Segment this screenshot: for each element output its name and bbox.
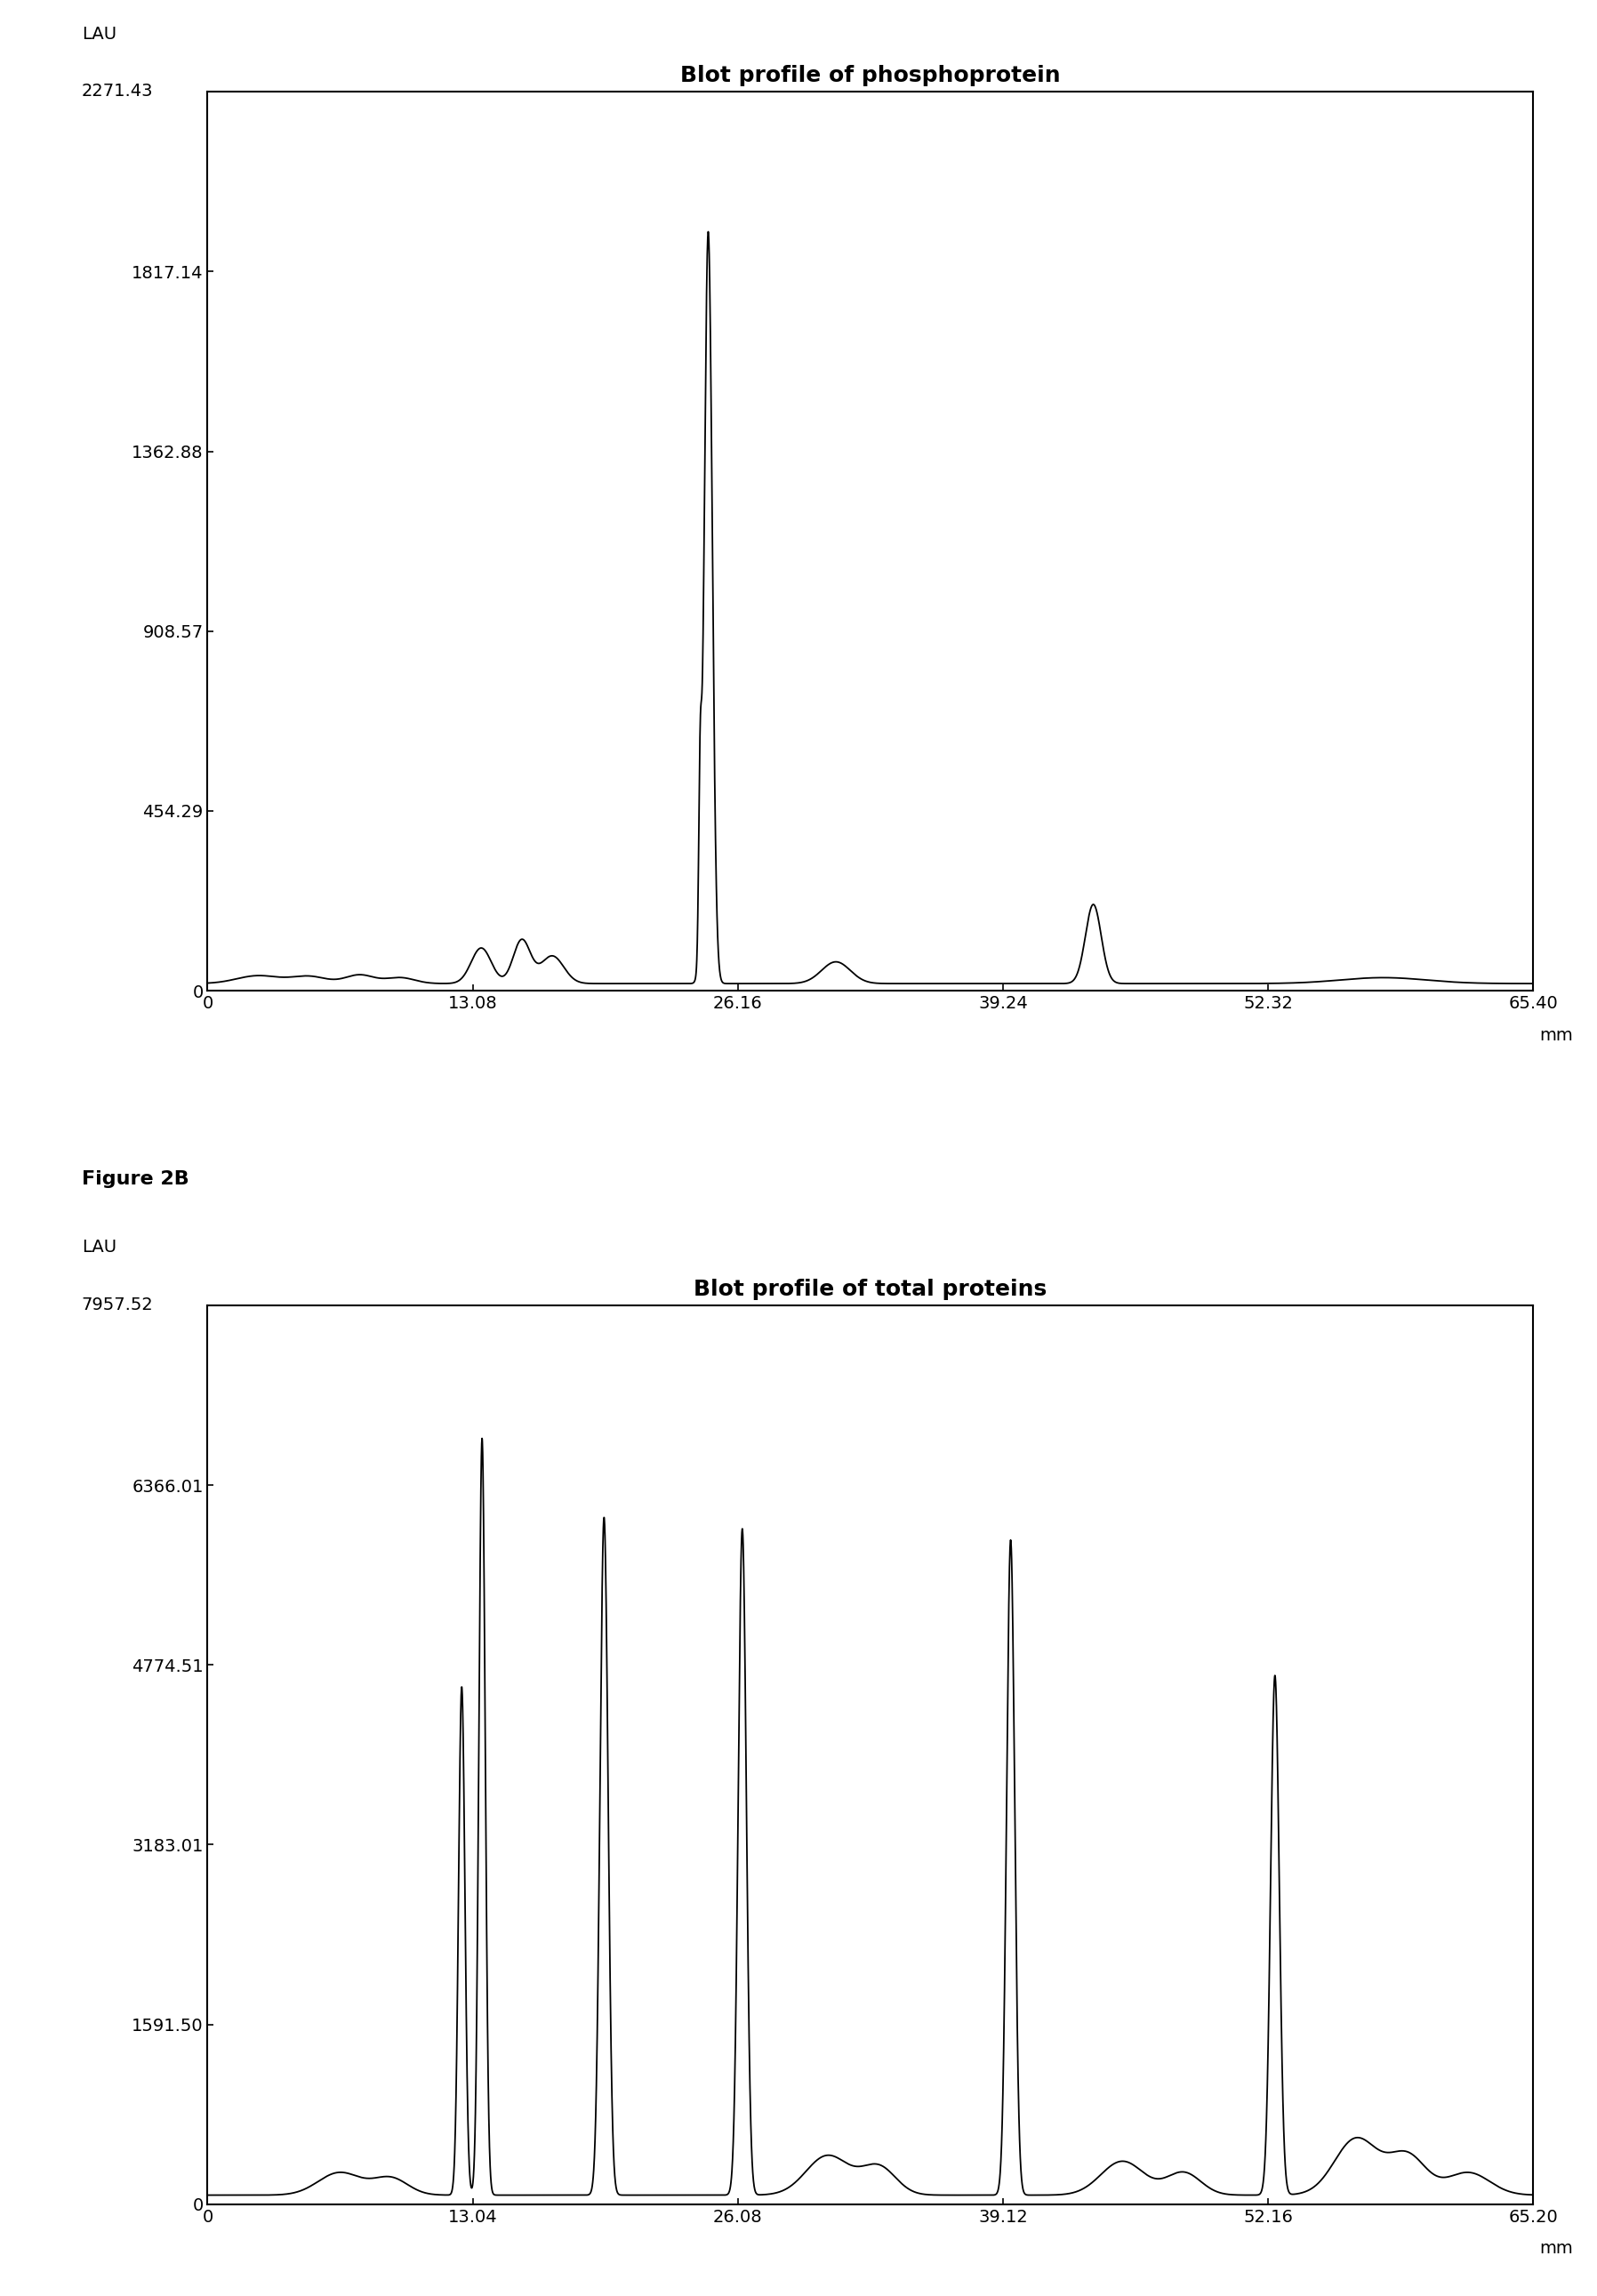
Text: 2271.43: 2271.43 xyxy=(81,83,153,99)
Text: mm: mm xyxy=(1540,2241,1573,2257)
Text: mm: mm xyxy=(1540,1026,1573,1045)
Title: Blot profile of total proteins: Blot profile of total proteins xyxy=(693,1279,1048,1300)
Text: LAU: LAU xyxy=(81,25,117,41)
Text: 7957.52: 7957.52 xyxy=(81,1297,153,1313)
Text: Figure 2B: Figure 2B xyxy=(81,1171,188,1189)
Title: Blot profile of phosphoprotein: Blot profile of phosphoprotein xyxy=(680,64,1060,87)
Text: LAU: LAU xyxy=(81,1240,117,1256)
